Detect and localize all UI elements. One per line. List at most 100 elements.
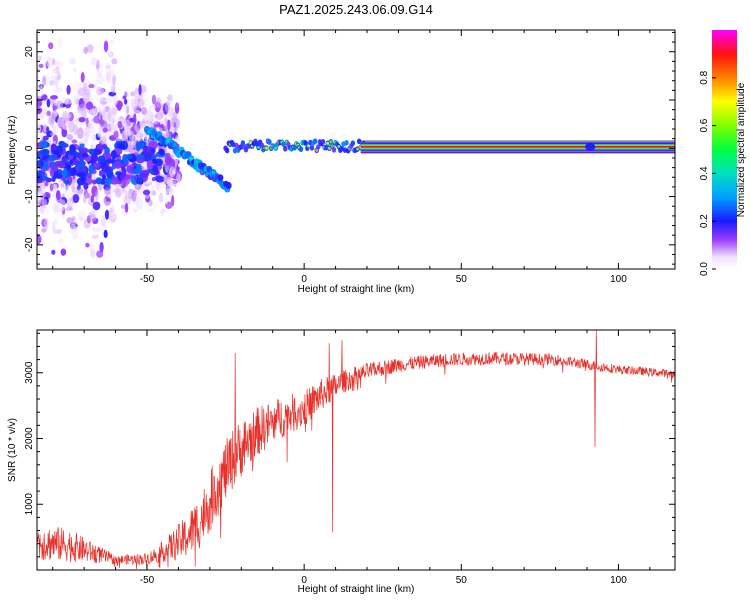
spectral-blob: [124, 189, 128, 199]
colorbar-tick-label: 0.4: [699, 166, 710, 180]
spectral-blob: [103, 40, 109, 53]
spectral-blob: [312, 138, 318, 145]
spectral-blob: [82, 152, 89, 158]
spectral-blob: [164, 101, 171, 113]
spectral-blob: [57, 38, 62, 49]
spectral-blob: [72, 158, 80, 166]
spectral-blob: [92, 134, 96, 141]
spectral-blob: [104, 209, 110, 220]
spectral-blob: [40, 182, 45, 192]
spectral-blob: [274, 146, 278, 150]
spectrogram-panel: -50 0 50 100 -20 -10 0 10 20 Height of straight …: [7, 29, 676, 295]
spectral-blob: [249, 141, 253, 145]
spectral-blob: [38, 85, 45, 97]
spectral-blob: [176, 173, 181, 182]
spectral-blob: [148, 104, 157, 110]
spectral-blob: [283, 145, 288, 152]
spectral-blob: [137, 140, 145, 149]
spectral-blob: [133, 208, 138, 213]
spectrogram-frame: [36, 29, 676, 270]
spectral-blob: [43, 160, 48, 171]
spectral-blob: [88, 83, 95, 89]
spectral-blob: [37, 173, 43, 184]
colorbar-label: Normalized spectral amplitude: [736, 82, 747, 217]
spectral-blob: [52, 68, 59, 74]
spectral-blob: [41, 105, 48, 110]
spectral-blob: [81, 167, 88, 174]
figure-title: PAZ1.2025.243.06.09.G14: [279, 2, 433, 17]
spectral-blob: [74, 81, 80, 86]
spectral-blob: [46, 110, 52, 117]
spectral-blob: [98, 118, 105, 125]
spectral-blob: [308, 139, 313, 146]
spectral-blob: [109, 183, 113, 191]
spectral-blob: [94, 189, 99, 201]
spectral-blob: [37, 95, 42, 101]
spectral-blob: [40, 149, 50, 157]
spectral-blob: [86, 44, 94, 53]
spectrogram-marks: [37, 38, 675, 258]
spectral-blob: [38, 55, 42, 61]
spectral-blob: [37, 74, 40, 81]
spectral-blob: [55, 190, 61, 201]
spectral-blob: [85, 242, 90, 248]
spectral-blob: [52, 58, 56, 66]
spectral-blob: [101, 174, 107, 180]
spectral-blob: [70, 83, 77, 91]
snr-xlabel: Height of straight line (km): [298, 584, 415, 595]
spectral-blob: [56, 100, 64, 109]
spectral-blob: [356, 147, 360, 151]
spectral-blob: [106, 79, 113, 85]
spectral-blob: [89, 108, 96, 116]
spectral-blob: [156, 181, 160, 192]
spectral-blob: [151, 147, 156, 153]
spectral-blob: [142, 189, 151, 196]
spectral-blob: [135, 109, 141, 117]
spectral-blob: [68, 120, 75, 133]
spectral-blob: [51, 176, 56, 182]
spectral-blob: [48, 42, 54, 50]
spectral-blob: [136, 176, 144, 183]
spectral-blob: [264, 146, 268, 150]
spectral-blob: [51, 145, 58, 151]
spectral-blob: [99, 87, 105, 96]
spectral-blob: [329, 140, 333, 144]
spectral-blob: [100, 215, 106, 227]
spectral-blob: [96, 95, 104, 103]
spectral-blob: [94, 148, 103, 155]
spectral-blob: [83, 182, 89, 190]
spectral-blob: [53, 203, 60, 214]
snr-panel: -50 0 50 100 1000 2000 3000 Height of straight…: [7, 329, 676, 595]
spectral-blob: [74, 187, 78, 195]
spectral-blob: [49, 183, 54, 192]
spectral-blob: [54, 160, 63, 166]
spectral-blob: [136, 163, 143, 174]
spectral-blob: [88, 164, 94, 175]
spectral-blob: [46, 57, 54, 69]
spectral-blob: [155, 97, 162, 108]
spectral-blob: [44, 181, 49, 187]
spectrogram-ticks: -50 0 50 100 -20 -10 0 10 20: [24, 30, 675, 285]
spectral-blob: [49, 80, 53, 86]
spectral-blob: [135, 154, 145, 159]
spectrogram-ylabel: Frequency (Hz): [7, 116, 18, 185]
spectral-blob: [100, 161, 105, 170]
spectral-blob: [66, 201, 73, 209]
spectral-blob: [155, 177, 164, 183]
spectral-blob: [150, 122, 155, 129]
spectrogram-xlabel: Height of straight line (km): [298, 284, 415, 295]
spectral-blob: [79, 143, 85, 148]
spectral-blob: [78, 159, 86, 169]
spectral-blob: [91, 175, 97, 181]
spectral-blob: [46, 98, 51, 108]
spectral-blob: [78, 147, 89, 154]
spectral-blob: [73, 183, 79, 188]
spectral-blob: [58, 145, 63, 154]
spectral-blob: [110, 150, 117, 159]
spectral-blob: [135, 124, 140, 134]
x-tick-label: -50: [140, 274, 155, 285]
spectral-blob: [110, 107, 118, 116]
spectral-blob: [55, 173, 63, 179]
spectral-blob: [40, 232, 44, 238]
